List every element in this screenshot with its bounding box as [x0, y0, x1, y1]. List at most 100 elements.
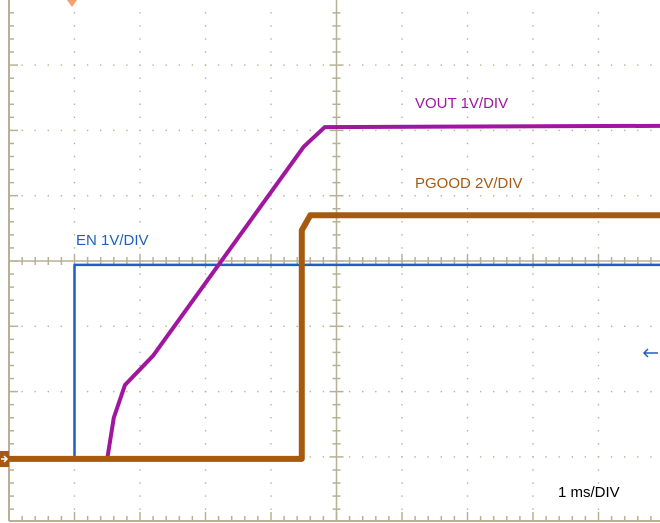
timebase-label: 1 ms/DIV: [558, 484, 620, 501]
grid-dot: [466, 51, 469, 53]
grid-dot: [597, 286, 600, 288]
grid-dot: [204, 51, 207, 53]
grid-dot: [401, 51, 403, 53]
grid-dot: [466, 142, 469, 145]
grid-dot: [139, 90, 141, 92]
grid-dot: [60, 129, 63, 132]
grid-dot: [506, 325, 508, 327]
grid-dot: [414, 456, 416, 458]
grid-dot: [532, 51, 534, 53]
grid-dot: [47, 129, 49, 132]
grid-dot: [610, 456, 613, 458]
grid-dot: [597, 495, 600, 497]
grid-dot: [597, 155, 600, 158]
grid-dot: [466, 116, 469, 119]
grid-dot: [257, 325, 259, 327]
grid-dot: [139, 443, 141, 445]
grid-dot: [204, 469, 207, 471]
grid-dot: [624, 195, 626, 197]
grid-dot: [427, 129, 429, 132]
grid-dot: [73, 64, 76, 66]
grid-dot: [139, 168, 141, 171]
grid-dot: [217, 390, 220, 393]
grid-dot: [532, 195, 534, 197]
grid-dot: [139, 247, 141, 249]
grid-dot: [34, 195, 36, 197]
grid-dot: [178, 325, 180, 327]
grid-dot: [401, 364, 403, 367]
grid-dot: [270, 364, 272, 367]
grid-dot: [204, 12, 207, 14]
grid-dot: [270, 12, 272, 14]
grid-dot: [270, 508, 272, 510]
grid-dot: [466, 273, 469, 275]
grid-dot: [597, 142, 600, 145]
grid-dot: [532, 273, 534, 275]
grid-dot: [532, 77, 534, 79]
grid-dot: [558, 195, 560, 197]
grid-dot: [86, 195, 89, 197]
grid-dot: [506, 390, 508, 393]
grid-dot: [204, 38, 207, 40]
grid-dot: [401, 286, 403, 288]
grid-dot: [388, 195, 390, 197]
grid-dot: [624, 456, 626, 458]
grid-dot: [270, 181, 272, 184]
grid-dot: [453, 456, 456, 458]
grid-dot: [466, 221, 469, 223]
grid-dot: [270, 155, 272, 158]
grid-dot: [204, 312, 207, 314]
grid-dot: [73, 208, 76, 210]
grid-dot: [597, 508, 600, 510]
grid-dot: [466, 103, 469, 105]
grid-dot: [545, 325, 547, 327]
grid-dot: [597, 221, 600, 223]
grid-dot: [139, 325, 141, 327]
grid-dot: [401, 129, 403, 132]
grid-dot: [466, 168, 469, 171]
grid-dot: [401, 12, 403, 14]
grid-dot: [466, 325, 469, 327]
grid-dot: [401, 168, 403, 171]
grid-dot: [532, 25, 534, 27]
grid-dot: [362, 390, 364, 393]
grid-dot: [479, 64, 482, 66]
grid-dot: [453, 129, 456, 132]
grid-dot: [466, 390, 469, 393]
grid-dot: [532, 417, 534, 419]
grid-dot: [21, 129, 23, 132]
grid-dot: [401, 38, 403, 40]
grid-dot: [532, 181, 534, 184]
grid-dot: [401, 456, 403, 458]
grid-dot: [440, 195, 442, 197]
grid-dot: [427, 325, 429, 327]
grid-dot: [73, 142, 76, 145]
grid-dot: [126, 129, 128, 132]
grid-dot: [204, 417, 207, 419]
grid-dot: [139, 417, 141, 419]
grid-dot: [86, 64, 89, 66]
grid-dot: [139, 64, 141, 66]
grid-dot: [270, 103, 272, 105]
grid-dot: [545, 390, 547, 393]
grid-dot: [597, 273, 600, 275]
grid-dot: [270, 142, 272, 145]
grid-dot: [532, 129, 534, 132]
grid-dot: [532, 142, 534, 145]
grid-dot: [440, 64, 442, 66]
grid-dot: [73, 508, 76, 510]
grid-dot: [139, 299, 141, 301]
grid-dot: [73, 25, 76, 27]
grid-dot: [73, 234, 76, 236]
grid-dot: [21, 390, 23, 393]
grid-dot: [21, 195, 23, 197]
grid-dot: [571, 325, 573, 327]
grid-dot: [401, 155, 403, 158]
grid-dot: [362, 195, 364, 197]
grid-dot: [466, 417, 469, 419]
grid-dot: [139, 273, 141, 275]
grid-dot: [597, 403, 600, 406]
grid-dot: [270, 495, 272, 497]
grid-dot: [650, 129, 652, 132]
grid-dot: [401, 116, 403, 119]
